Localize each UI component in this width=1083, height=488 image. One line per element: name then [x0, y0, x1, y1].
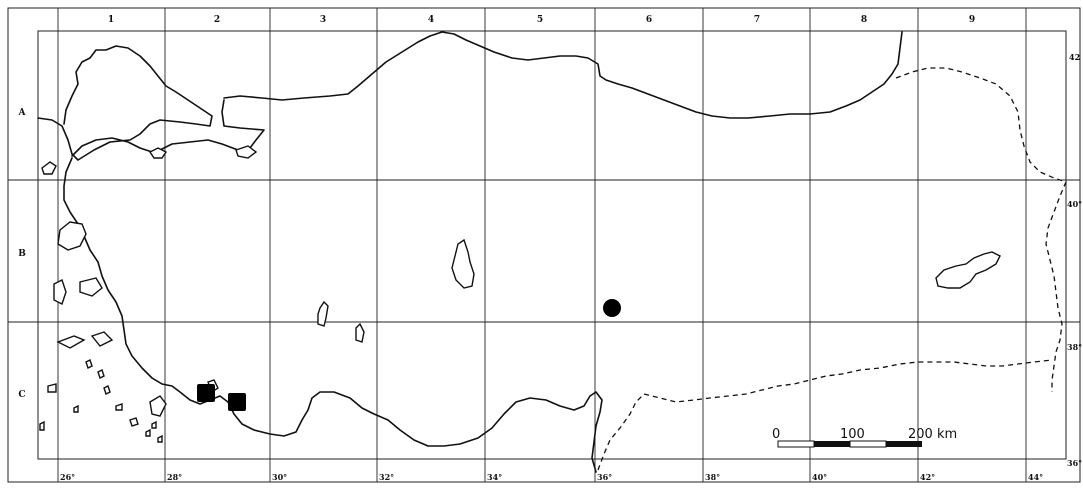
map-inner-frame [37, 30, 1067, 460]
island-small-5 [47, 383, 57, 393]
latitude-label: 36° [1067, 458, 1082, 468]
latitude-label: 42 [1069, 52, 1080, 62]
scale-label-100: 100 [840, 427, 865, 442]
column-label: 4 [428, 15, 434, 25]
island-chios [53, 279, 67, 305]
latitude-labels: 42 40° 38° 36° [1067, 52, 1082, 468]
island-kos [90, 331, 114, 347]
longitude-label: 36° [597, 472, 612, 482]
scale-bar: 0 100 200 km [772, 427, 957, 448]
island-ikaria [56, 335, 86, 349]
column-label: 1 [108, 15, 114, 25]
island-small-3 [103, 385, 111, 395]
latitude-label: 40° [1067, 199, 1082, 209]
longitude-label: 40° [812, 472, 827, 482]
column-label: 3 [320, 15, 326, 25]
longitude-label: 34° [487, 472, 502, 482]
island-small-11 [129, 417, 139, 427]
grid-vertical-lines [57, 8, 1027, 482]
marker-circle [603, 299, 621, 317]
row-label: C [18, 390, 25, 400]
island-small-4 [115, 403, 123, 411]
lake-tuz [451, 238, 475, 289]
marker-square [228, 393, 246, 411]
island-small-9 [151, 420, 157, 429]
column-label: 6 [646, 15, 652, 25]
column-label: 9 [969, 15, 975, 25]
coastline-black-sea [223, 31, 903, 119]
coastline-marmara [71, 99, 265, 157]
column-label: 5 [537, 15, 543, 25]
island-small-8 [145, 428, 151, 437]
scale-bar-segment-4 [886, 441, 922, 447]
island-small-2 [97, 369, 105, 379]
row-label: B [18, 249, 26, 259]
column-label: 2 [214, 15, 220, 25]
longitude-label: 28° [167, 472, 182, 482]
scale-bar-segment-2 [814, 441, 850, 447]
map-outer-frame [7, 7, 1081, 483]
lake-beysehir [355, 322, 365, 343]
lake-egirdir [317, 300, 329, 327]
eastern-border [895, 67, 1067, 392]
island-small-7 [73, 404, 79, 413]
column-label: 8 [861, 15, 867, 25]
longitude-labels: 26° 28° 30° 32° 34° 36° 38° 40° 42° 44° [60, 472, 1043, 482]
island-small-6 [39, 420, 45, 431]
markers [197, 299, 621, 411]
longitude-label: 30° [272, 472, 287, 482]
column-labels: 1 2 3 4 5 6 7 8 9 [108, 15, 975, 25]
island-imbros [41, 161, 57, 175]
row-label: A [18, 108, 27, 118]
island-rhodes [149, 395, 167, 417]
island-small-10 [157, 434, 163, 443]
latitude-label: 38° [1067, 342, 1082, 352]
island-marmara-1 [148, 147, 168, 159]
scale-label-200: 200 km [908, 427, 957, 442]
grid-horizontal-lines [8, 179, 1080, 323]
longitude-label: 26° [60, 472, 75, 482]
row-labels: A B C [18, 108, 27, 400]
island-lesbos [57, 221, 87, 251]
island-samos [79, 277, 103, 297]
column-label: 7 [754, 15, 760, 25]
island-small-1 [85, 359, 93, 369]
longitude-label: 44° [1028, 472, 1043, 482]
longitude-label: 32° [379, 472, 394, 482]
southern-border [597, 359, 1053, 471]
coastline-thrace [37, 45, 213, 161]
marker-square [197, 384, 215, 402]
longitude-label: 38° [705, 472, 720, 482]
scale-label-0: 0 [772, 427, 780, 442]
longitude-label: 42° [920, 472, 935, 482]
scale-bar-segment-1 [777, 440, 815, 448]
lake-van [935, 251, 1001, 289]
island-marmara-2 [235, 145, 258, 159]
coastline-aegean [63, 157, 603, 473]
